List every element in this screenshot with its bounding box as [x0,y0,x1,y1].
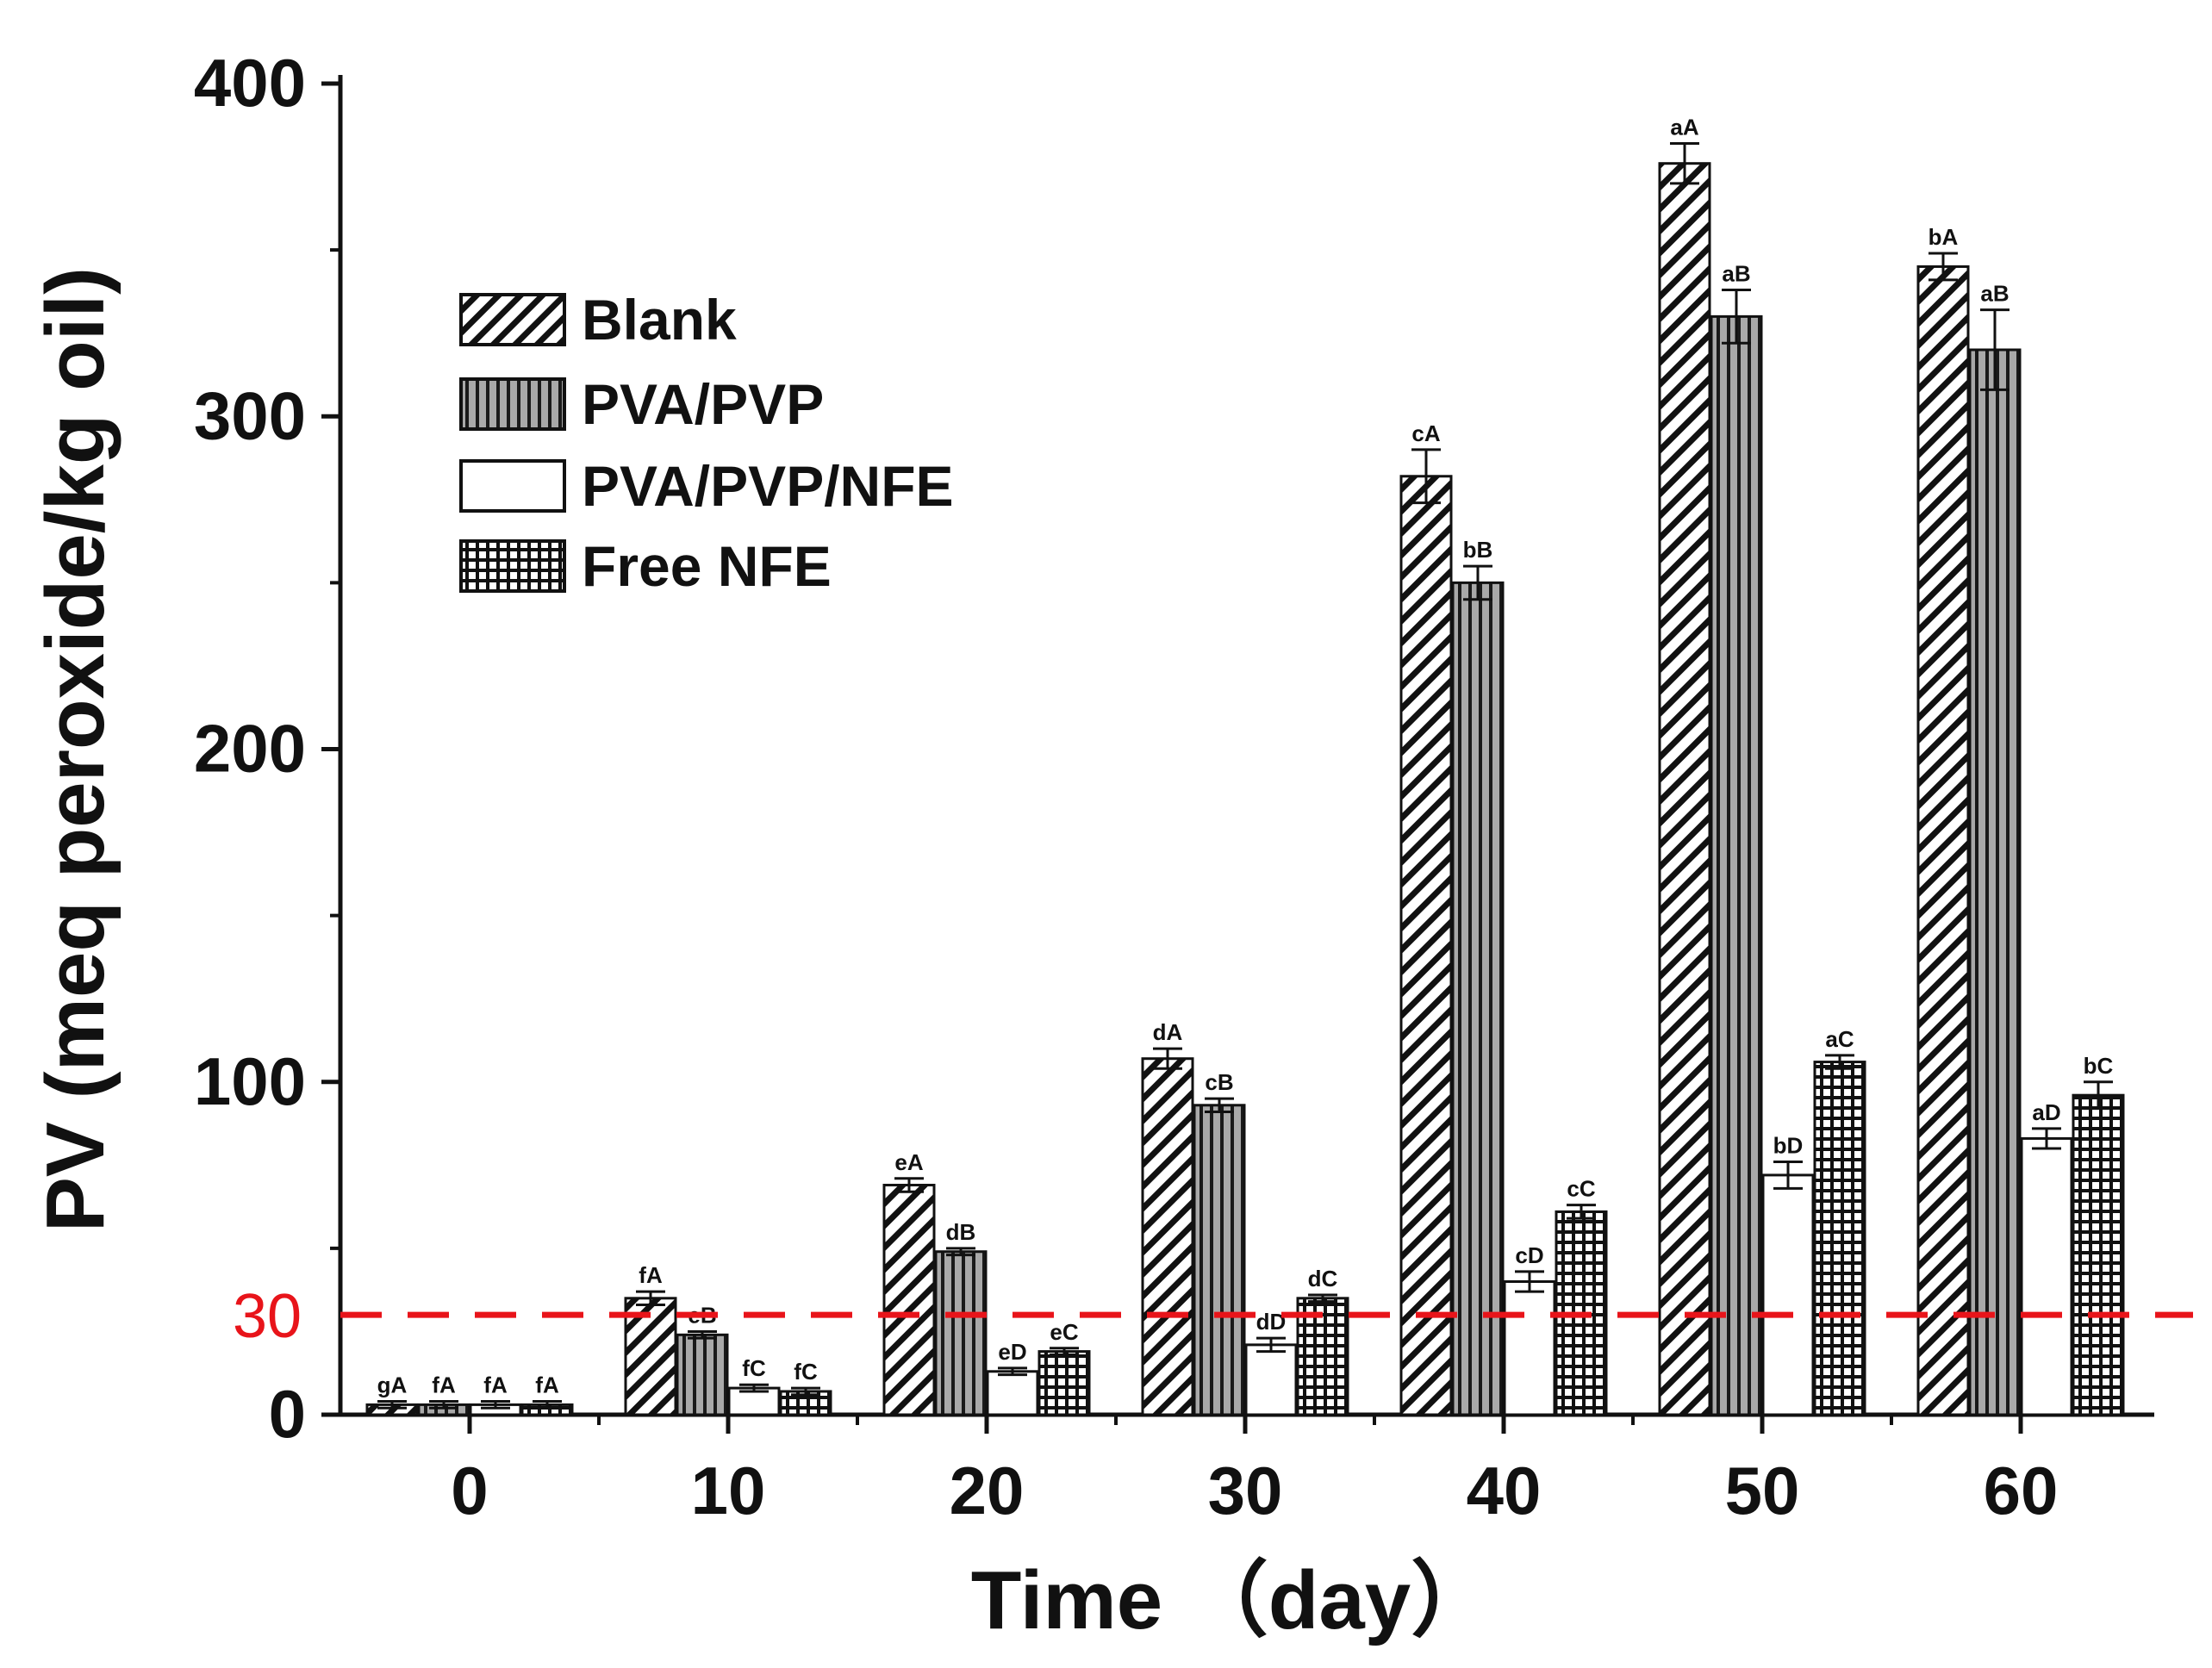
bar [1451,581,1505,1416]
legend-swatch [459,539,566,593]
significance-label: fC [742,1355,766,1381]
legend-label: PVA/PVP [582,372,824,436]
bar-series-group: gAfAeAdAcAaAbAfAeBdBcBbBaBaBfAfCeDdDcDbD… [365,115,2125,1416]
x-tick-label: 60 [1984,1453,2059,1528]
significance-label: fC [794,1359,818,1385]
significance-label: dC [1308,1266,1338,1291]
series-pva-pvp-nfe: fA fC eD dD cD bD aD [469,1099,2073,1416]
significance-label: eA [894,1149,923,1175]
bar [1141,1057,1194,1416]
legend-swatch [459,459,566,513]
significance-label: dA [1153,1019,1183,1045]
legend-label: PVA/PVP/NFE [582,454,954,518]
significance-label: aB [1980,281,2009,307]
bar [1399,475,1453,1416]
legend-label: Free NFE [582,534,832,598]
y-axis-ticks: 0 100 200 300 400 [194,45,340,1452]
x-tick-label: 20 [950,1453,1025,1528]
series-pva-pvp: fAeBdBcBbBaBaB [417,260,2022,1416]
bar [1761,1173,1815,1416]
significance-label: gA [377,1372,408,1398]
chart-axes [338,75,2154,1417]
bar [1244,1343,1298,1416]
bar [934,1250,988,1416]
significance-label: cC [1567,1176,1595,1202]
significance-label: aC [1825,1026,1854,1052]
significance-label: eD [998,1339,1026,1365]
legend-label: Blank [582,288,737,352]
significance-label: aA [1670,115,1698,140]
significance-label: fA [483,1372,508,1398]
bar [1658,162,1711,1416]
bar [2072,1093,2125,1416]
significance-label: aB [1722,260,1750,286]
significance-label: dB [946,1219,976,1245]
x-tick-label: 30 [1208,1453,1283,1528]
significance-label: cB [1205,1069,1233,1095]
y-tick-label: 0 [269,1376,306,1452]
y-tick-label: 200 [194,711,306,787]
legend: Blank PVA/PVP PVA/PVP/NFE Free NFE [459,288,954,598]
significance-label: bC [2084,1053,2114,1079]
x-axis-title: Time （day） [971,1554,1493,1646]
y-tick-label: 100 [194,1043,306,1119]
reference-line-label: 30 [233,1282,302,1351]
bar [1193,1104,1246,1416]
x-tick-label: 50 [1725,1453,1800,1528]
x-tick-label: 10 [691,1453,766,1528]
significance-label: fA [432,1372,456,1398]
x-axis-title-text: Time （day） [971,1554,1493,1646]
reference-line-group: 30 [233,1282,2193,1351]
significance-label: bD [1773,1132,1804,1158]
y-axis-title: PV (meq peroxide/kg oil) [29,267,122,1232]
significance-label: dD [1256,1309,1287,1335]
x-tick-label: 0 [451,1453,488,1528]
x-tick-label: 40 [1467,1453,1542,1528]
bar [676,1333,729,1416]
significance-label: aD [2032,1099,2060,1125]
bar [2020,1136,2073,1416]
significance-label: eC [1050,1319,1078,1345]
significance-label: bB [1463,537,1493,563]
legend-swatch [459,377,566,431]
bar [882,1183,936,1416]
bar [1710,314,1763,1416]
x-axis-ticks: 0 10 20 30 40 50 60 [451,1415,2058,1528]
significance-label: fA [639,1262,663,1288]
bar [1503,1280,1556,1416]
series-blank: gA fA eA dA cA aA bA [365,115,1970,1416]
significance-label: cD [1515,1242,1543,1268]
y-tick-label: 300 [194,377,306,453]
bar [1813,1061,1866,1416]
bar [1037,1350,1091,1416]
legend-swatch [459,293,566,346]
bar [986,1370,1039,1416]
significance-label: bA [1928,224,1959,250]
bar [1916,265,1970,1416]
y-axis-title-text: PV (meq peroxide/kg oil) [29,267,122,1232]
significance-label: cA [1411,420,1440,446]
y-tick-label: 400 [194,45,306,121]
significance-label: fA [535,1372,559,1398]
bar [1968,348,2022,1416]
